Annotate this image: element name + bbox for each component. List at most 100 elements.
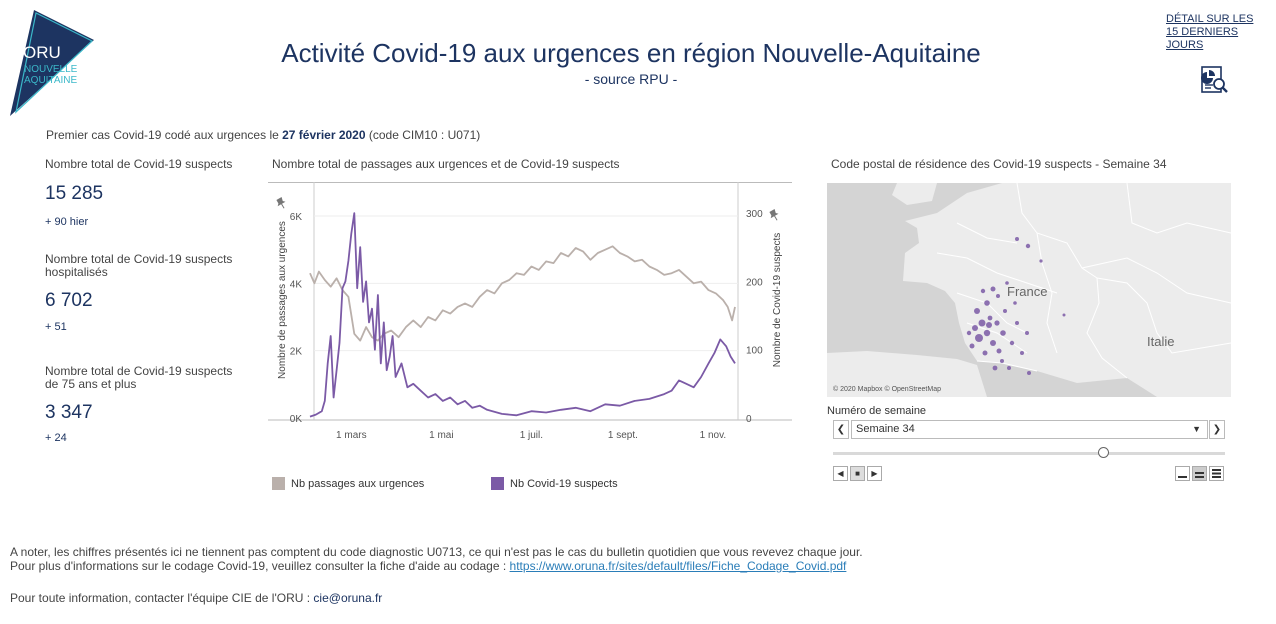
- map-dot[interactable]: [982, 350, 988, 356]
- map-dot[interactable]: [975, 334, 983, 342]
- map-dot[interactable]: [969, 343, 975, 349]
- legend-passages[interactable]: Nb passages aux urgences: [272, 477, 424, 490]
- postal-code-map[interactable]: France Italie © 2020 Mapbox © OpenStreet…: [827, 183, 1231, 397]
- x-tick-label: 1 mai: [429, 430, 453, 441]
- contact-line: Pour toute information, contacter l'équi…: [10, 591, 382, 605]
- week-label: Numéro de semaine: [827, 405, 927, 417]
- map-dot[interactable]: [1062, 313, 1066, 317]
- line-chart: 0K 2K 4K 6K 0 100 200 300 1 mars 1 mai 1 juil. 1 se…: [268, 182, 792, 446]
- map-dot[interactable]: [996, 294, 1000, 298]
- week-next-button[interactable]: ❯: [1209, 420, 1225, 439]
- x-tick-label: 1 nov.: [700, 430, 727, 441]
- map-dot[interactable]: [972, 325, 978, 331]
- kpi-75plus-label: Nombre total de Covid-19 suspects de 75 …: [45, 364, 233, 391]
- speed-medium-button[interactable]: [1192, 466, 1207, 481]
- chevron-right-icon: ❯: [1212, 424, 1222, 435]
- legend-covid[interactable]: Nb Covid-19 suspects: [491, 477, 618, 490]
- map-label-france: France: [1007, 284, 1047, 299]
- note-line-2: Pour plus d'informations sur le codage C…: [10, 559, 846, 573]
- x-tick-label: 1 sept.: [608, 430, 638, 441]
- map-dot[interactable]: [1007, 366, 1011, 370]
- x-tick-label: 1 juil.: [520, 430, 543, 441]
- map-dot[interactable]: [1000, 330, 1006, 336]
- contact-prefix: Pour toute information, contacter l'équi…: [10, 591, 311, 605]
- step-forward-button[interactable]: ▶: [867, 466, 882, 481]
- map-dot[interactable]: [994, 320, 1000, 326]
- map-dot[interactable]: [1020, 351, 1024, 355]
- kpi-75plus-value: 3 347: [45, 402, 93, 423]
- step-back-button[interactable]: ◀: [833, 466, 848, 481]
- y-left-tick-label: 4K: [290, 279, 303, 290]
- y-right-axis-label: Nombre de Covid-19 suspects: [772, 233, 783, 368]
- y-left-tick-label: 0K: [290, 414, 303, 425]
- step-forward-icon: ▶: [871, 469, 878, 478]
- codage-pdf-link[interactable]: https://www.oruna.fr/sites/default/files…: [509, 559, 847, 573]
- map-dot[interactable]: [980, 288, 986, 294]
- first-case-date: 27 février 2020: [282, 128, 366, 142]
- step-back-icon: ◀: [837, 469, 844, 478]
- stop-button[interactable]: ■: [850, 466, 865, 481]
- map-dot[interactable]: [1000, 359, 1004, 363]
- week-select-value: Semaine 34: [856, 423, 915, 435]
- map-dot[interactable]: [990, 286, 996, 292]
- y-left-tick-label: 6K: [290, 212, 303, 223]
- week-slider-thumb[interactable]: [1098, 447, 1109, 458]
- series-line-passages: [309, 245, 736, 342]
- series-line-covid: [309, 212, 736, 418]
- map-title: Code postal de résidence des Covid-19 su…: [831, 157, 1167, 171]
- y-right-tick-label: 100: [746, 346, 763, 357]
- legend-swatch-passages: [272, 477, 285, 490]
- map-dot[interactable]: [987, 315, 993, 321]
- chevron-left-icon: ❮: [836, 424, 846, 435]
- speed-fast-button[interactable]: [1209, 466, 1224, 481]
- y-left-tick-label: 2K: [290, 347, 303, 358]
- kpi-hospitalized-delta: + 51: [45, 321, 67, 333]
- kpi-hospitalized-label: Nombre total de Covid-19 suspects hospit…: [45, 252, 233, 279]
- map-dot[interactable]: [974, 308, 980, 314]
- map-label-italie: Italie: [1147, 334, 1174, 349]
- map-dot[interactable]: [978, 319, 986, 327]
- map-dot[interactable]: [996, 348, 1002, 354]
- week-select[interactable]: Semaine 34 ▼: [851, 420, 1208, 439]
- kpi-total-value: 15 285: [45, 183, 104, 204]
- week-prev-button[interactable]: ❮: [833, 420, 849, 439]
- kpi-total-label: Nombre total de Covid-19 suspects: [45, 157, 233, 171]
- note-line-2-prefix: Pour plus d'informations sur le codage C…: [10, 559, 507, 573]
- map-dot[interactable]: [1025, 243, 1031, 249]
- page-subtitle: - source RPU -: [584, 71, 678, 87]
- map-dot[interactable]: [1015, 237, 1019, 241]
- pin-left-icon: [276, 197, 286, 209]
- map-land-spain: [827, 351, 987, 397]
- map-dot[interactable]: [1003, 309, 1007, 313]
- y-right-tick-label: 300: [746, 209, 763, 220]
- map-dot[interactable]: [986, 322, 992, 328]
- map-dot[interactable]: [1013, 301, 1017, 305]
- map-dot[interactable]: [966, 330, 972, 336]
- x-tick-label: 1 mars: [336, 430, 367, 441]
- kpi-total-delta: + 90 hier: [45, 216, 89, 228]
- map-dot[interactable]: [1027, 371, 1031, 375]
- contact-email-link[interactable]: cie@oruna.fr: [313, 591, 383, 605]
- map-land-uk: [892, 183, 937, 205]
- map-dot[interactable]: [1039, 259, 1043, 263]
- pin-right-icon: [769, 209, 779, 221]
- y-right-tick-label: 0: [746, 414, 752, 425]
- detail-15-days-link[interactable]: DÉTAIL SUR LES 15 DERNIERS JOURS: [1166, 13, 1254, 51]
- map-dot[interactable]: [1025, 331, 1029, 335]
- report-search-icon[interactable]: [1198, 64, 1230, 96]
- speed-fast-icon: [1212, 469, 1221, 478]
- speed-slow-button[interactable]: [1175, 466, 1190, 481]
- map-dot[interactable]: [990, 340, 996, 346]
- map-dot[interactable]: [992, 365, 998, 371]
- map-dot[interactable]: [983, 329, 991, 337]
- first-case-prefix: Premier cas Covid-19 codé aux urgences l…: [46, 128, 279, 142]
- map-credit: © 2020 Mapbox © OpenStreetMap: [833, 386, 941, 393]
- map-dot[interactable]: [1015, 321, 1019, 325]
- map-dot[interactable]: [984, 300, 990, 306]
- oru-logo: ORU NOUVELLE AQUITAINE: [6, 8, 98, 120]
- first-case-line: Premier cas Covid-19 codé aux urgences l…: [46, 128, 480, 142]
- week-slider-track[interactable]: [833, 452, 1225, 455]
- map-dot[interactable]: [1005, 281, 1009, 285]
- map-dot[interactable]: [1009, 340, 1015, 346]
- stop-icon: ■: [855, 469, 860, 478]
